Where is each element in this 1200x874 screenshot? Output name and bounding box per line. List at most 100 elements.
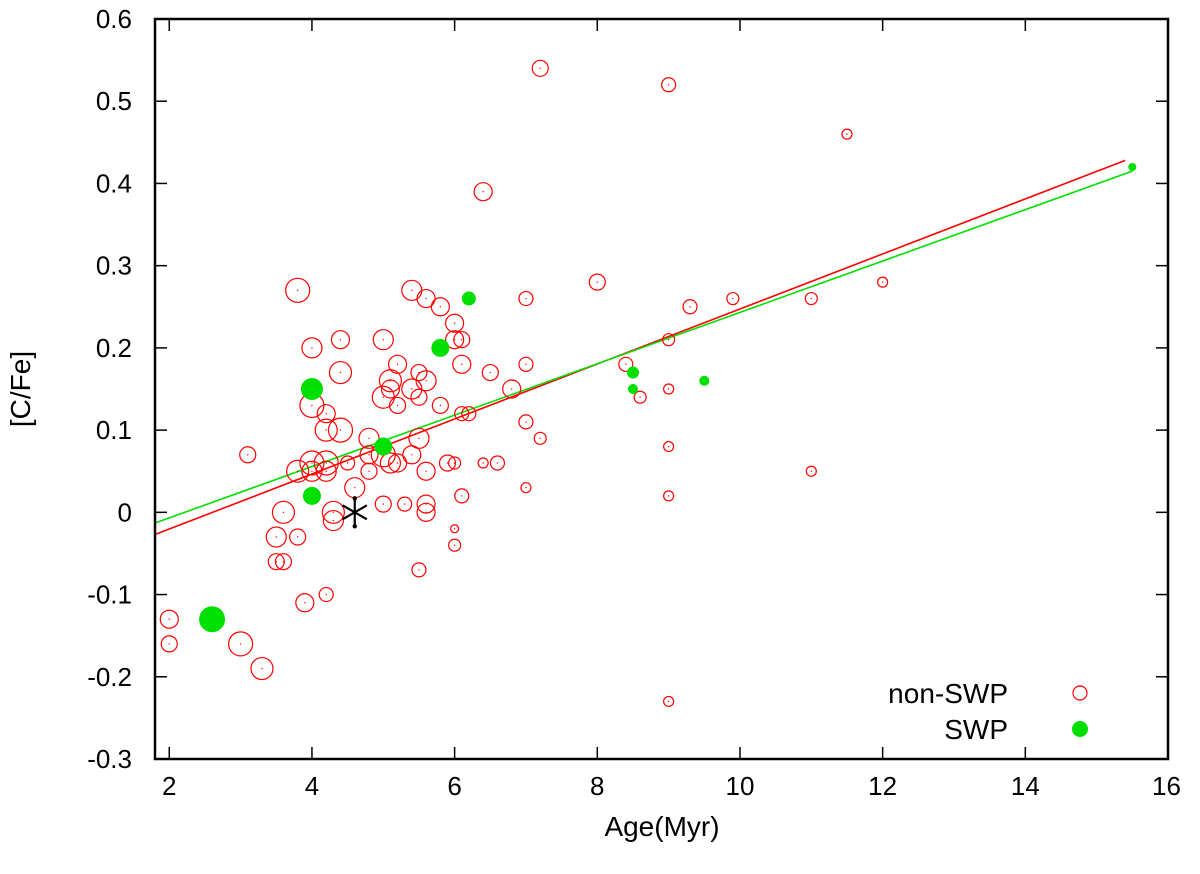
non-swp-point	[301, 460, 323, 482]
non-swp-point	[295, 593, 315, 613]
non-swp-point	[416, 494, 436, 514]
non-swp-point-center	[418, 396, 420, 398]
non-swp-point	[318, 586, 334, 603]
y-tick-label: -0.1	[87, 580, 132, 610]
sun-symbol-dot	[352, 496, 357, 501]
non-swp-point-center	[296, 289, 299, 292]
legend: non-SWP SWP	[888, 678, 1088, 745]
non-swp-point	[662, 333, 676, 347]
x-tick-label: 4	[305, 771, 319, 801]
non-swp-point-center	[239, 643, 242, 645]
non-swp-point	[663, 440, 675, 453]
non-swp-point	[401, 378, 423, 400]
non-swp-point	[448, 538, 462, 552]
swp-point	[626, 366, 639, 379]
non-swp-point-center	[810, 470, 813, 472]
non-swp-point	[228, 631, 254, 657]
non-swp-point-center	[368, 437, 370, 440]
non-swp-point-center	[411, 454, 413, 456]
legend-label-non-swp: non-SWP	[888, 678, 1008, 709]
non-swp-point-center	[510, 388, 513, 390]
non-swp-point-center	[525, 363, 527, 366]
non-swp-point	[461, 406, 477, 422]
non-swp-point	[805, 465, 817, 477]
non-swp-point	[410, 363, 428, 382]
non-swp-point	[618, 356, 634, 372]
x-tick-label: 12	[868, 771, 897, 801]
non-swp-point	[438, 454, 457, 472]
swp-point	[302, 486, 321, 505]
non-swp-point-center	[418, 569, 420, 571]
non-swp-point	[372, 329, 394, 351]
non-swp-point-center	[396, 363, 399, 366]
y-tick-label: 0.3	[96, 251, 132, 281]
non-swp-point	[416, 288, 436, 309]
non-swp-point-center	[881, 281, 884, 283]
non-swp-point-center	[810, 297, 813, 300]
non-swp-point	[416, 502, 436, 522]
non-swp-point-center	[311, 404, 313, 407]
y-tick-label: 0	[118, 497, 132, 527]
non-swp-point	[314, 418, 338, 442]
y-tick-label: -0.3	[87, 744, 132, 774]
non-swp-point-center	[418, 437, 420, 440]
non-swp-point-center	[311, 470, 313, 472]
non-swp-point	[330, 330, 351, 350]
non-swp-point-center	[296, 470, 299, 472]
non-swp-point	[445, 330, 465, 350]
non-swp-point-center	[368, 470, 370, 472]
non-swp-point-center	[667, 338, 670, 341]
non-swp-point-center	[382, 396, 384, 398]
non-swp-point-center	[382, 338, 384, 341]
non-swp-point	[271, 500, 296, 524]
non-swp-point-center	[482, 190, 484, 193]
x-tick-label: 6	[447, 771, 461, 801]
non-swp-point	[481, 363, 499, 382]
non-swp-point	[518, 414, 534, 430]
non-swp-point-center	[525, 297, 527, 300]
non-swp-point	[397, 496, 413, 512]
non-swp-point	[267, 553, 285, 571]
y-axis-title: [C/Fe]	[5, 351, 36, 427]
x-tick-label: 14	[1011, 771, 1040, 801]
non-swp-point-center	[525, 421, 527, 423]
non-swp-point-center	[461, 363, 463, 366]
tick-labels: 2 4 6 8 10 12 14 16 -0.3 -0.2 -0.1 0 0.1 0.2 0.3 0.4 0.5…	[87, 4, 1181, 801]
non-swp-point-center	[403, 503, 406, 505]
non-swp-point-center	[168, 618, 170, 620]
non-swp-point	[410, 388, 428, 406]
swp-point	[1128, 163, 1137, 171]
non-swp-point-center	[339, 371, 342, 374]
non-swp-point-center	[325, 593, 327, 596]
non-swp-point	[682, 299, 698, 315]
y-tick-label: 0.5	[96, 86, 132, 116]
non-swp-point	[450, 524, 460, 534]
y-tick-label: 0.1	[96, 415, 132, 445]
non-swp-point	[804, 291, 818, 306]
non-swp-point	[299, 450, 325, 476]
non-swp-point	[387, 453, 408, 473]
non-swp-point-center	[389, 462, 392, 464]
non-swp-point-center	[261, 667, 263, 670]
non-swp-point-center	[482, 462, 484, 464]
x-tick-label: 2	[162, 771, 176, 801]
swp-point	[374, 437, 393, 456]
non-swp-point-center	[453, 528, 456, 530]
non-swp-point-center	[732, 297, 734, 300]
non-swp-point	[454, 488, 470, 504]
non-swp-point-center	[389, 388, 392, 390]
non-swp-point-center	[396, 404, 399, 407]
data-points	[159, 59, 1137, 708]
non-swp-point-center	[332, 519, 335, 522]
non-swp-point-center	[425, 380, 427, 382]
non-swp-point	[663, 383, 675, 395]
non-swp-point	[313, 450, 339, 476]
non-swp-point-center	[325, 429, 327, 431]
y-tick-label: 0.2	[96, 333, 132, 363]
swp-point	[461, 291, 476, 306]
non-swp-point	[726, 291, 740, 306]
non-swp-point	[160, 635, 178, 653]
non-swp-point-center	[339, 429, 342, 431]
non-swp-point-center	[439, 306, 442, 308]
non-swp-point	[388, 396, 407, 415]
